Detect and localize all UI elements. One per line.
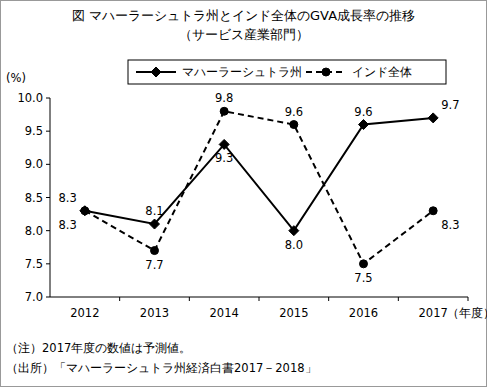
marker bbox=[220, 107, 228, 115]
legend-label: マハーラーシュトラ州 bbox=[182, 65, 302, 79]
y-tick bbox=[46, 297, 50, 298]
data-label: 8.3 bbox=[441, 218, 459, 232]
note: （出所）「マハーラーシュトラ州経済白書2017－2018」 bbox=[6, 361, 317, 375]
marker bbox=[151, 247, 159, 255]
data-label: 9.7 bbox=[441, 98, 459, 112]
y-tick-label: 7.0 bbox=[25, 290, 43, 304]
title: 図 マハーラーシュトラ州とインド全体のGVA成長率の推移 bbox=[72, 8, 415, 23]
data-label: 8.0 bbox=[285, 238, 303, 252]
data-label: 9.6 bbox=[354, 105, 372, 119]
y-tick-label: 8.5 bbox=[25, 191, 43, 205]
series-line bbox=[85, 111, 433, 264]
data-label: 9.6 bbox=[285, 105, 303, 119]
marker bbox=[81, 207, 89, 215]
marker bbox=[428, 113, 438, 123]
y-tick bbox=[46, 230, 50, 231]
data-label: 9.3 bbox=[215, 151, 233, 165]
x-tick-label: 2014 bbox=[210, 306, 239, 320]
marker bbox=[360, 260, 368, 268]
data-label: 8.3 bbox=[59, 191, 77, 205]
data-label: 8.3 bbox=[59, 218, 77, 232]
marker bbox=[151, 67, 161, 77]
note: （注）2017年度の数値は予測値。 bbox=[6, 341, 191, 355]
series-line bbox=[85, 118, 433, 231]
y-tick-label: 8.0 bbox=[25, 224, 43, 238]
legend-box bbox=[128, 60, 446, 84]
x-tick bbox=[468, 297, 469, 301]
y-tick bbox=[46, 131, 50, 132]
marker bbox=[80, 206, 90, 216]
y-axis-label: (%) bbox=[6, 71, 26, 85]
data-label: 7.7 bbox=[145, 258, 163, 272]
y-tick bbox=[46, 197, 50, 198]
marker bbox=[359, 120, 369, 130]
y-tick-label: 10.0 bbox=[17, 91, 43, 105]
y-tick-label: 9.0 bbox=[25, 157, 43, 171]
legend-label: インド全体 bbox=[352, 65, 412, 79]
marker bbox=[150, 219, 160, 229]
x-tick bbox=[398, 297, 399, 301]
x-tick bbox=[189, 297, 190, 301]
x-tick bbox=[328, 297, 329, 301]
x-tick-label: 2012 bbox=[70, 306, 99, 320]
x-tick bbox=[259, 297, 260, 301]
y-tick bbox=[46, 98, 50, 99]
legend: マハーラーシュトラ州 インド全体 bbox=[128, 60, 446, 84]
marker bbox=[219, 139, 229, 149]
marker bbox=[289, 226, 299, 236]
x-axis-label: （年度） bbox=[447, 306, 487, 320]
x-tick-label: 2016 bbox=[349, 306, 378, 320]
subtitle: （サービス産業部門） bbox=[179, 27, 309, 42]
y-tick-label: 7.5 bbox=[25, 257, 43, 271]
y-tick bbox=[46, 263, 50, 264]
x-tick-label: 2015 bbox=[279, 306, 308, 320]
marker bbox=[322, 68, 330, 76]
chart: 図 マハーラーシュトラ州とインド全体のGVA成長率の推移 （サービス産業部門） 7.… bbox=[0, 0, 487, 387]
data-label: 9.8 bbox=[215, 91, 233, 105]
border bbox=[1, 1, 487, 387]
data-label: 8.1 bbox=[145, 204, 163, 218]
x-tick bbox=[119, 297, 120, 301]
data-label: 7.5 bbox=[354, 271, 372, 285]
y-tick-label: 9.5 bbox=[25, 124, 43, 138]
x-tick-label: 2013 bbox=[140, 306, 169, 320]
x-tick-label: 2017 bbox=[419, 306, 448, 320]
marker bbox=[429, 207, 437, 215]
y-tick bbox=[46, 164, 50, 165]
marker bbox=[290, 121, 298, 129]
plot-area bbox=[80, 107, 438, 268]
